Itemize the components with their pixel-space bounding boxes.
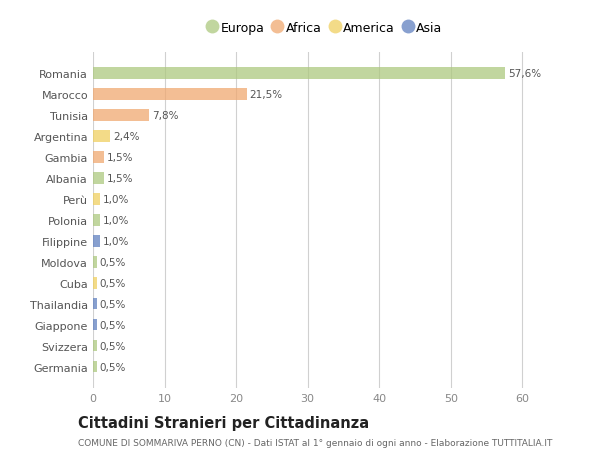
Bar [93,235,100,247]
Text: 0,5%: 0,5% [100,362,126,372]
Text: 1,0%: 1,0% [103,236,130,246]
Text: 0,5%: 0,5% [100,257,126,267]
Bar [93,68,505,79]
Text: 7,8%: 7,8% [152,111,178,121]
Bar [93,131,110,142]
Text: COMUNE DI SOMMARIVA PERNO (CN) - Dati ISTAT al 1° gennaio di ogni anno - Elabora: COMUNE DI SOMMARIVA PERNO (CN) - Dati IS… [78,438,553,448]
Text: 0,5%: 0,5% [100,341,126,351]
Legend: Europa, Africa, America, Asia: Europa, Africa, America, Asia [209,22,442,35]
Bar [93,194,100,205]
Bar [93,277,97,289]
Text: 57,6%: 57,6% [508,69,541,79]
Text: 1,5%: 1,5% [107,152,133,162]
Text: 0,5%: 0,5% [100,320,126,330]
Bar [93,340,97,352]
Text: 1,0%: 1,0% [103,195,130,204]
Text: Cittadini Stranieri per Cittadinanza: Cittadini Stranieri per Cittadinanza [78,415,369,431]
Bar [93,152,104,163]
Text: 0,5%: 0,5% [100,299,126,309]
Bar [93,89,247,101]
Bar [93,257,97,268]
Bar [93,173,104,184]
Text: 1,5%: 1,5% [107,174,133,184]
Bar [93,361,97,373]
Text: 0,5%: 0,5% [100,278,126,288]
Text: 2,4%: 2,4% [113,132,140,141]
Bar [93,319,97,331]
Bar [93,110,149,121]
Bar [93,298,97,310]
Text: 21,5%: 21,5% [250,90,283,100]
Text: 1,0%: 1,0% [103,215,130,225]
Bar [93,214,100,226]
